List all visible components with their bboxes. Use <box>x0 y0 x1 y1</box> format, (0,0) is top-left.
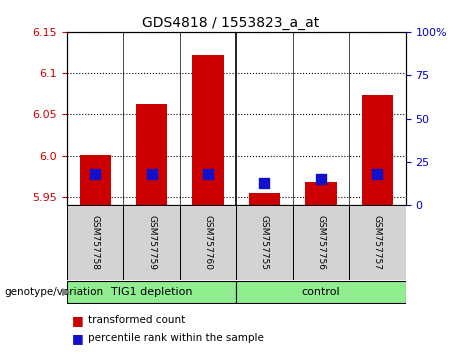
Point <box>148 171 155 177</box>
Bar <box>193 55 224 205</box>
Text: control: control <box>301 287 340 297</box>
Bar <box>349 205 406 280</box>
Text: GSM757756: GSM757756 <box>316 215 325 270</box>
Bar <box>180 205 236 280</box>
Point <box>91 171 99 177</box>
Text: GSM757755: GSM757755 <box>260 215 269 270</box>
Text: ■: ■ <box>71 332 83 344</box>
Text: percentile rank within the sample: percentile rank within the sample <box>88 333 264 343</box>
Point <box>204 171 212 177</box>
Text: ▶: ▶ <box>62 287 71 297</box>
Bar <box>236 281 406 303</box>
Bar <box>67 205 123 280</box>
Text: genotype/variation: genotype/variation <box>5 287 104 297</box>
Text: GSM757758: GSM757758 <box>90 215 100 270</box>
Text: GDS4818 / 1553823_a_at: GDS4818 / 1553823_a_at <box>142 16 319 30</box>
Bar <box>293 205 349 280</box>
Bar <box>362 96 393 205</box>
Text: GSM757759: GSM757759 <box>147 215 156 270</box>
Text: transformed count: transformed count <box>88 315 185 325</box>
Point <box>261 180 268 185</box>
Bar <box>249 193 280 205</box>
Text: TIG1 depletion: TIG1 depletion <box>111 287 192 297</box>
Bar <box>123 205 180 280</box>
Bar <box>236 205 293 280</box>
Text: GSM757760: GSM757760 <box>203 215 213 270</box>
Bar <box>67 281 236 303</box>
Text: ■: ■ <box>71 314 83 327</box>
Point <box>317 176 325 182</box>
Bar <box>80 155 111 205</box>
Text: GSM757757: GSM757757 <box>373 215 382 270</box>
Bar <box>306 182 337 205</box>
Point <box>374 171 381 177</box>
Bar <box>136 104 167 205</box>
